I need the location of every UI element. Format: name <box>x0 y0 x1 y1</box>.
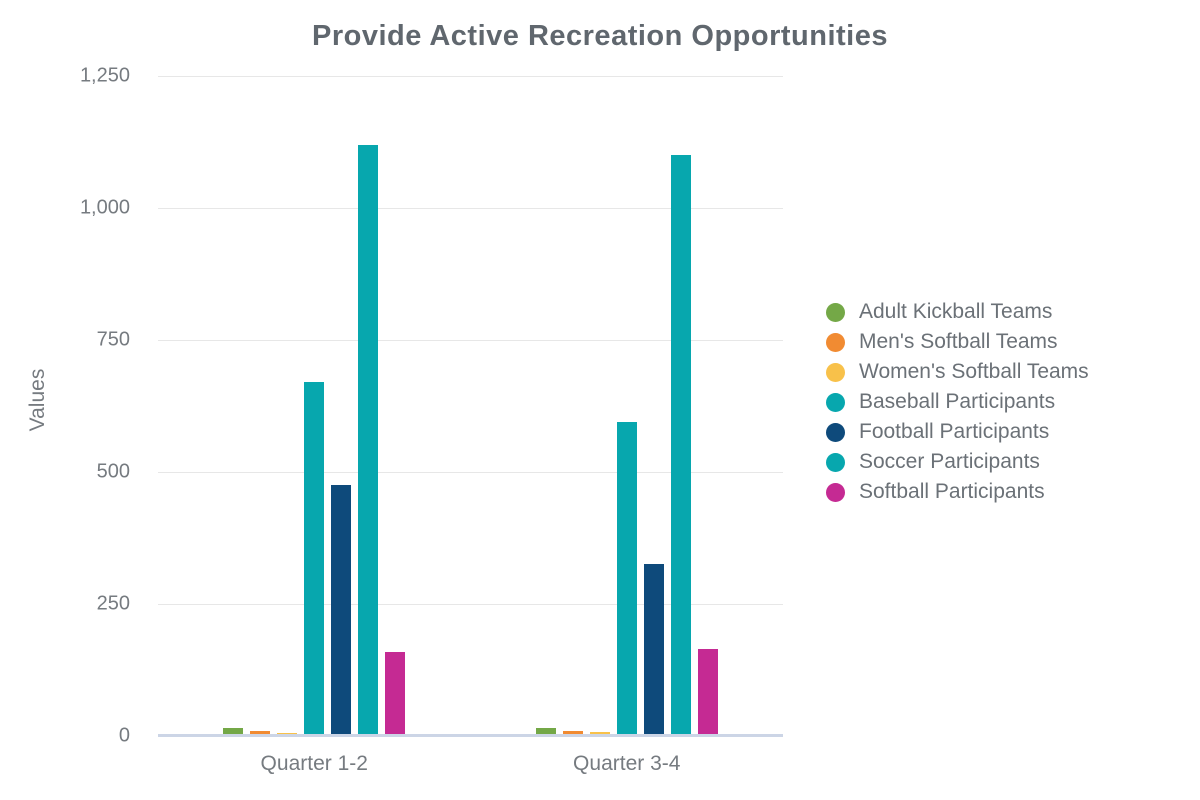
bar-football-participants-quarter-1-2[interactable] <box>331 485 352 736</box>
y-tick-label-750: 750 <box>96 328 130 351</box>
y-axis-ticks: 0 250 500 750 1,000 1,250 <box>0 65 130 747</box>
y-tick-label-0: 0 <box>118 724 130 747</box>
legend-item-women-s-softball-teams[interactable]: Women's Softball Teams <box>826 357 1089 387</box>
bar-soccer-participants-quarter-3-4[interactable] <box>670 155 691 736</box>
bar-women-s-softball-teams-quarter-3-4[interactable] <box>589 731 610 736</box>
legend-label: Adult Kickball Teams <box>859 300 1053 323</box>
legend-item-men-s-softball-teams[interactable]: Men's Softball Teams <box>826 327 1089 357</box>
bar-soccer-participants-quarter-1-2[interactable] <box>358 144 379 736</box>
legend: Adult Kickball Teams Men's Softball Teams… <box>826 297 1089 507</box>
gridline-1000 <box>158 207 783 209</box>
y-tick-label-1-250: 1,250 <box>79 64 130 87</box>
y-tick-label-250: 250 <box>96 592 130 615</box>
bar-group-quarter-3-4 <box>535 76 718 736</box>
bar-adult-kickball-teams-quarter-3-4[interactable] <box>535 727 556 736</box>
gridline-750 <box>158 339 783 341</box>
bar-baseball-participants-quarter-3-4[interactable] <box>616 421 637 736</box>
legend-marker-icon <box>826 482 845 502</box>
legend-marker-icon <box>826 302 845 322</box>
legend-label: Baseball Participants <box>859 390 1056 413</box>
x-axis-line <box>158 734 783 737</box>
bar-football-participants-quarter-3-4[interactable] <box>643 564 664 736</box>
legend-item-adult-kickball-teams[interactable]: Adult Kickball Teams <box>826 297 1089 327</box>
y-tick-label-1-000: 1,000 <box>79 196 130 219</box>
legend-item-baseball-participants[interactable]: Baseball Participants <box>826 387 1089 417</box>
legend-label: Women's Softball Teams <box>859 360 1089 383</box>
chart-title: Provide Active Recreation Opportunities <box>312 20 888 52</box>
gridline-250 <box>158 603 783 605</box>
legend-marker-icon <box>826 452 845 472</box>
legend-marker-icon <box>826 332 845 352</box>
bar-softball-participants-quarter-1-2[interactable] <box>385 651 406 736</box>
legend-marker-icon <box>826 392 845 412</box>
bar-softball-participants-quarter-3-4[interactable] <box>697 648 718 736</box>
bar-group-quarter-1-2 <box>223 76 406 736</box>
plot-area <box>158 75 783 737</box>
legend-label: Football Participants <box>859 420 1050 443</box>
gridline-500 <box>158 471 783 473</box>
legend-item-softball-participants[interactable]: Softball Participants <box>826 477 1089 507</box>
legend-item-football-participants[interactable]: Football Participants <box>826 417 1089 447</box>
legend-marker-icon <box>826 362 845 382</box>
x-axis-labels: Quarter 1-2 Quarter 3-4 <box>158 752 783 782</box>
bar-men-s-softball-teams-quarter-3-4[interactable] <box>562 730 583 736</box>
x-axis-label-quarter-1-2: Quarter 1-2 <box>260 752 368 775</box>
x-axis-label-quarter-3-4: Quarter 3-4 <box>573 752 681 775</box>
y-tick-label-500: 500 <box>96 460 130 483</box>
legend-marker-icon <box>826 422 845 442</box>
legend-label: Men's Softball Teams <box>859 330 1058 353</box>
legend-label: Softball Participants <box>859 480 1045 503</box>
legend-label: Soccer Participants <box>859 450 1040 473</box>
legend-item-soccer-participants[interactable]: Soccer Participants <box>826 447 1089 477</box>
gridline-1250 <box>158 75 783 77</box>
bar-adult-kickball-teams-quarter-1-2[interactable] <box>223 727 244 736</box>
bar-baseball-participants-quarter-1-2[interactable] <box>304 382 325 736</box>
bar-men-s-softball-teams-quarter-1-2[interactable] <box>250 730 271 736</box>
